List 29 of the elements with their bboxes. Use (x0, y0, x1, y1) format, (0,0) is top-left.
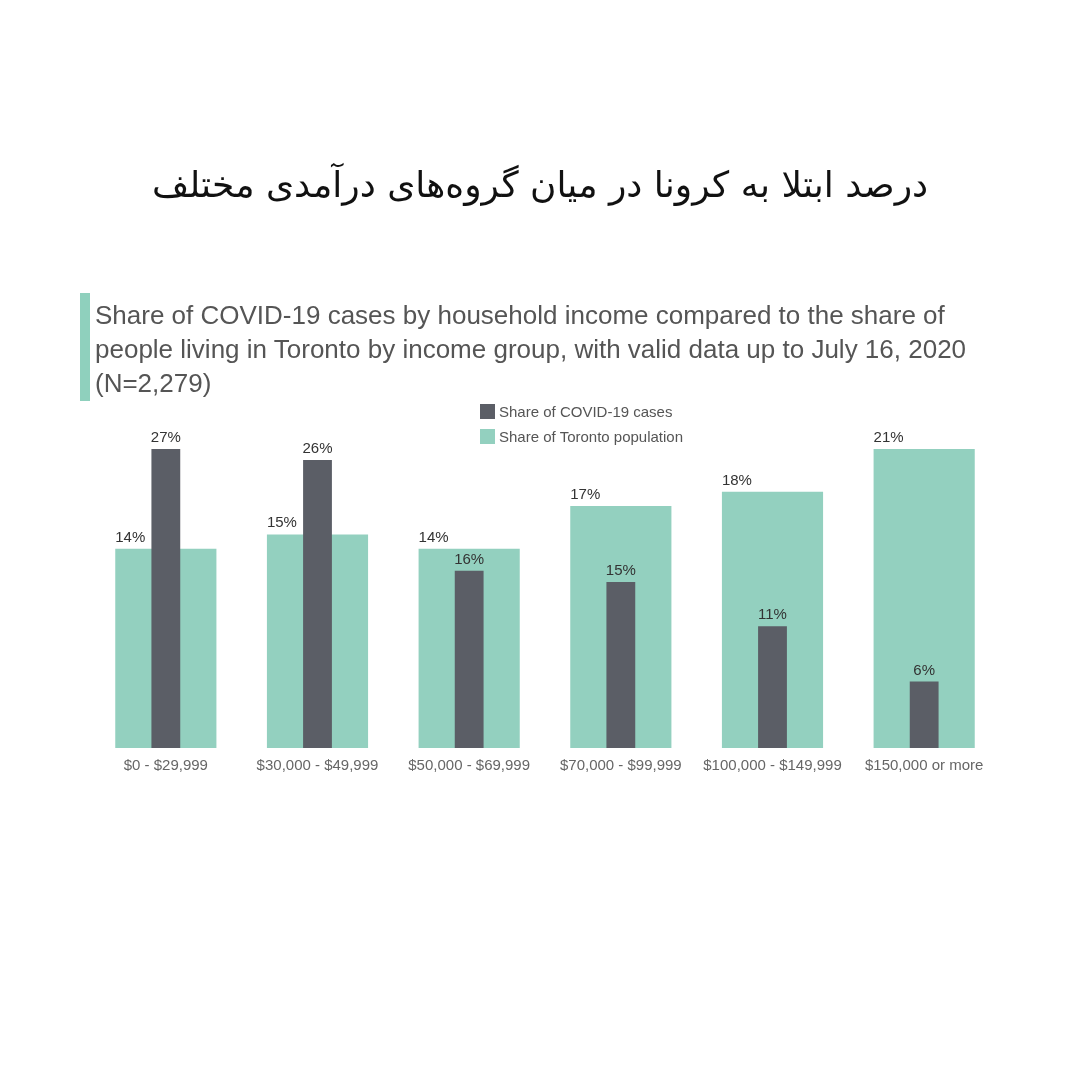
x-tick-label: $0 - $29,999 (123, 755, 208, 773)
data-label: 16% (454, 549, 485, 567)
legend-label: Share of COVID-19 cases (499, 402, 673, 420)
data-label: 14% (418, 527, 449, 545)
x-tick-label: $50,000 - $69,999 (408, 755, 531, 773)
x-tick-label: $70,000 - $99,999 (559, 755, 682, 773)
data-label: 6% (913, 660, 936, 678)
bar (758, 626, 787, 748)
bar (303, 460, 332, 748)
chart-subtitle: Share of COVID-19 cases by household income compared to the share of people living in Toronto by income group, with valid data up to July 16, 2020 (N=2,279) (95, 299, 967, 400)
legend-label: Share of Toronto population (499, 427, 684, 445)
data-label: 18% (721, 470, 752, 488)
data-label: 15% (266, 513, 297, 531)
data-label: 27% (150, 428, 181, 445)
bar (873, 449, 975, 748)
bar (909, 681, 939, 748)
bar (606, 581, 636, 748)
data-label: 11% (758, 605, 787, 623)
chart-title: درصد ابتلا به کرونا در میان گروه‌های درآمدی مختلف (150, 164, 930, 205)
data-label: 17% (570, 484, 601, 502)
x-tick-label: $150,000 or more (864, 755, 984, 773)
data-label: 26% (302, 439, 333, 457)
x-tick-label: $30,000 - $49,999 (256, 755, 379, 773)
data-label: 14% (115, 527, 146, 545)
bar (454, 570, 484, 748)
data-label: 15% (605, 560, 636, 578)
x-tick-label: $100,000 - $149,999 (703, 755, 842, 773)
bar (151, 449, 181, 748)
data-label: 21% (873, 428, 904, 445)
